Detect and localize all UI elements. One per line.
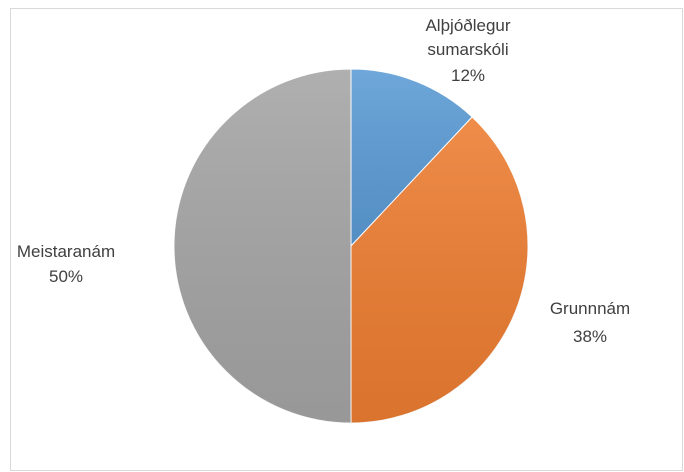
category-label: Grunnnám xyxy=(549,299,631,318)
value-label: 38% xyxy=(572,327,608,346)
category-label: Alþjóðlegur sumarskóli xyxy=(425,16,511,59)
value-label: 50% xyxy=(48,267,84,286)
category-label: Meistaranám xyxy=(16,242,116,261)
value-label: 12% xyxy=(450,66,486,85)
